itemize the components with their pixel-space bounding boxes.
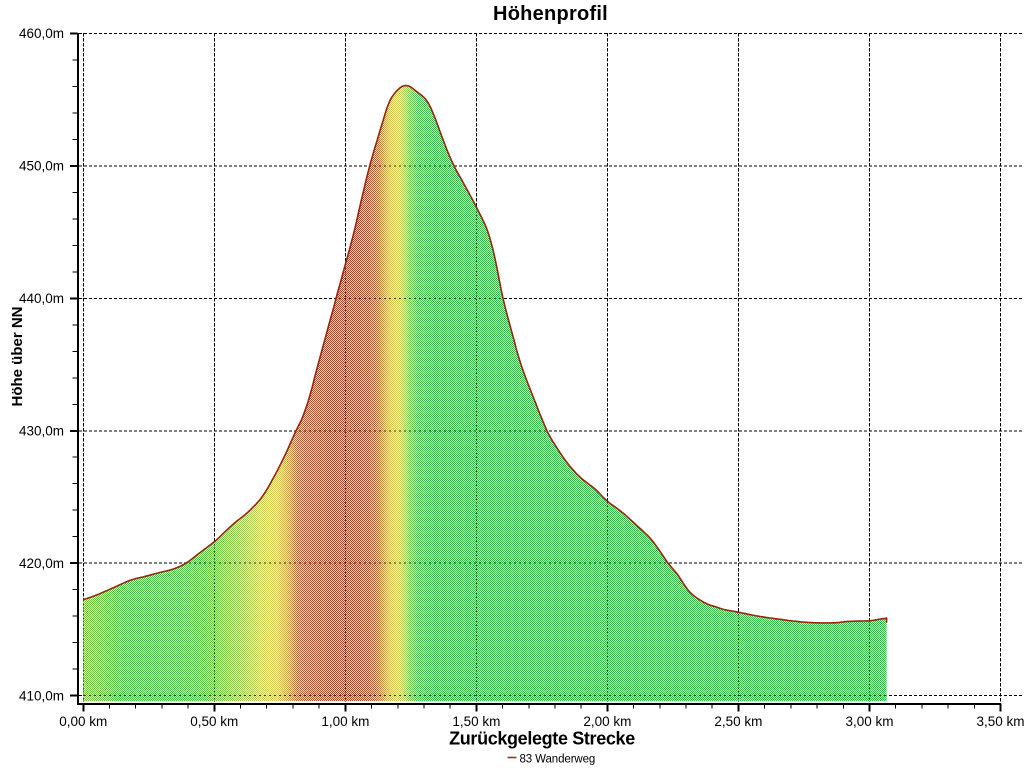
svg-text:430,0m: 430,0m	[19, 424, 64, 439]
svg-text:Höhe über NN: Höhe über NN	[9, 306, 26, 406]
svg-text:0,00 km: 0,00 km	[59, 714, 107, 729]
svg-text:1,00 km: 1,00 km	[321, 714, 369, 729]
svg-text:440,0m: 440,0m	[19, 291, 64, 306]
svg-text:3,00 km: 3,00 km	[845, 714, 893, 729]
svg-text:83 Wanderweg: 83 Wanderweg	[520, 754, 596, 766]
svg-text:Höhenprofil: Höhenprofil	[493, 3, 608, 25]
svg-text:2,50 km: 2,50 km	[714, 714, 762, 729]
svg-text:2,00 km: 2,00 km	[583, 714, 631, 729]
svg-text:3,50 km: 3,50 km	[976, 714, 1024, 729]
svg-text:410,0m: 410,0m	[19, 688, 64, 703]
svg-text:460,0m: 460,0m	[19, 26, 64, 41]
svg-text:1,50 km: 1,50 km	[452, 714, 500, 729]
svg-text:Zurückgelegte Strecke: Zurückgelegte Strecke	[449, 729, 635, 749]
svg-text:450,0m: 450,0m	[19, 159, 64, 174]
svg-text:420,0m: 420,0m	[19, 556, 64, 571]
svg-text:0,50 km: 0,50 km	[190, 714, 238, 729]
